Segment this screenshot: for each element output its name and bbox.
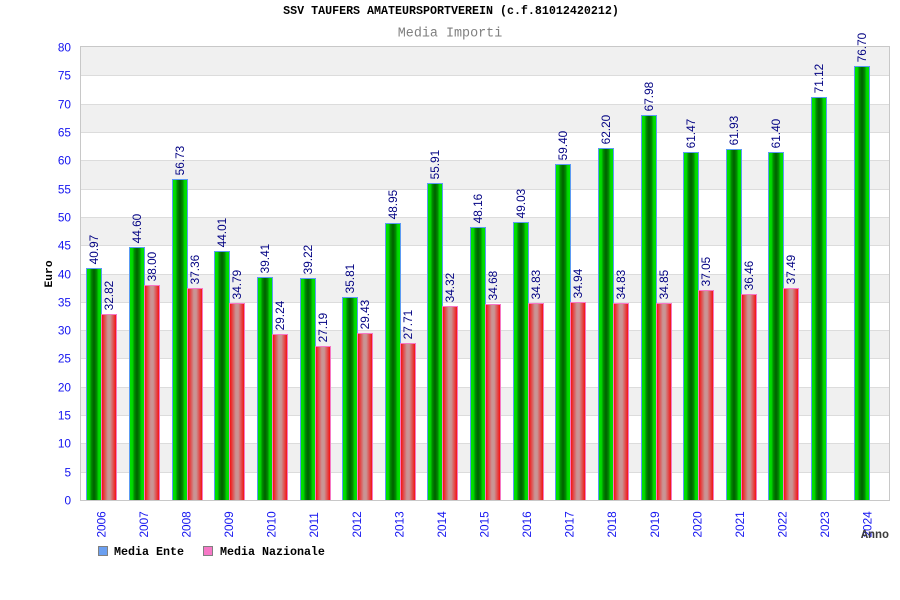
svg-text:Media Nazionale: Media Nazionale [220, 545, 325, 559]
svg-text:36.46: 36.46 [742, 260, 756, 290]
svg-text:40: 40 [58, 267, 72, 281]
svg-text:2021: 2021 [733, 511, 747, 537]
svg-text:45: 45 [58, 238, 72, 252]
svg-text:20: 20 [58, 380, 72, 394]
svg-text:2015: 2015 [478, 511, 492, 538]
svg-text:2010: 2010 [265, 511, 279, 538]
svg-text:34.79: 34.79 [230, 270, 244, 300]
svg-text:2006: 2006 [94, 511, 108, 538]
svg-text:39.41: 39.41 [258, 244, 272, 274]
svg-text:2013: 2013 [392, 511, 406, 538]
svg-text:2009: 2009 [222, 511, 236, 537]
svg-text:2017: 2017 [563, 511, 577, 537]
svg-text:55: 55 [58, 182, 72, 196]
svg-text:48.95: 48.95 [386, 189, 400, 219]
svg-text:37.49: 37.49 [784, 255, 798, 285]
svg-text:61.47: 61.47 [684, 119, 698, 149]
svg-text:75: 75 [58, 68, 72, 82]
svg-text:29.24: 29.24 [273, 300, 287, 330]
svg-text:65: 65 [58, 125, 72, 139]
svg-text:34.32: 34.32 [443, 273, 457, 303]
svg-text:35: 35 [58, 295, 72, 309]
svg-text:49.03: 49.03 [514, 188, 528, 218]
svg-text:Media Importi: Media Importi [398, 27, 502, 42]
svg-text:2022: 2022 [776, 511, 790, 537]
svg-text:35.81: 35.81 [343, 264, 357, 294]
svg-text:55.91: 55.91 [428, 150, 442, 180]
svg-text:10: 10 [58, 436, 72, 450]
svg-text:70: 70 [58, 97, 72, 111]
svg-text:50: 50 [58, 210, 72, 224]
svg-text:71.12: 71.12 [812, 64, 826, 94]
svg-text:29.43: 29.43 [358, 299, 372, 329]
svg-text:61.93: 61.93 [727, 115, 741, 145]
svg-text:34.85: 34.85 [657, 269, 671, 299]
svg-text:27.19: 27.19 [316, 313, 330, 343]
svg-text:2007: 2007 [137, 511, 151, 537]
svg-text:Media Ente: Media Ente [114, 545, 184, 559]
svg-text:27.71: 27.71 [401, 310, 415, 340]
svg-text:48.16: 48.16 [471, 193, 485, 223]
svg-text:2014: 2014 [435, 511, 449, 538]
svg-text:2018: 2018 [605, 511, 619, 538]
svg-text:2012: 2012 [350, 511, 364, 537]
svg-text:37.05: 37.05 [699, 256, 713, 286]
svg-text:34.94: 34.94 [571, 268, 585, 298]
svg-text:59.40: 59.40 [556, 130, 570, 160]
svg-text:34.83: 34.83 [529, 269, 543, 299]
svg-text:37.36: 37.36 [188, 254, 202, 284]
svg-text:80: 80 [58, 40, 72, 54]
svg-text:30: 30 [58, 323, 72, 337]
svg-text:25: 25 [58, 351, 72, 365]
svg-text:32.82: 32.82 [102, 281, 116, 311]
svg-text:15: 15 [58, 408, 72, 422]
svg-text:2019: 2019 [648, 511, 662, 537]
svg-text:38.00: 38.00 [145, 251, 159, 281]
svg-text:2016: 2016 [520, 511, 534, 538]
svg-text:Euro: Euro [44, 260, 56, 287]
svg-text:2023: 2023 [818, 511, 832, 538]
svg-text:2020: 2020 [690, 511, 704, 538]
svg-text:39.22: 39.22 [301, 245, 315, 275]
svg-text:67.98: 67.98 [642, 81, 656, 111]
svg-text:2008: 2008 [179, 511, 193, 538]
svg-text:0: 0 [64, 493, 71, 507]
svg-text:56.73: 56.73 [173, 145, 187, 175]
svg-text:40.97: 40.97 [87, 235, 101, 265]
svg-text:44.60: 44.60 [130, 213, 144, 243]
svg-text:2011: 2011 [307, 512, 321, 537]
svg-text:2024: 2024 [861, 511, 875, 538]
svg-text:76.70: 76.70 [855, 32, 869, 62]
svg-text:Anno: Anno [861, 528, 889, 542]
svg-text:SSV TAUFERS AMATEURSPORTVEREIN: SSV TAUFERS AMATEURSPORTVEREIN (c.f.8101… [283, 4, 619, 18]
svg-text:5: 5 [64, 465, 71, 479]
svg-text:34.83: 34.83 [614, 269, 628, 299]
svg-text:34.68: 34.68 [486, 270, 500, 300]
svg-text:60: 60 [58, 153, 72, 167]
svg-text:61.40: 61.40 [769, 118, 783, 148]
svg-text:44.01: 44.01 [215, 218, 229, 248]
svg-text:62.20: 62.20 [599, 114, 613, 144]
